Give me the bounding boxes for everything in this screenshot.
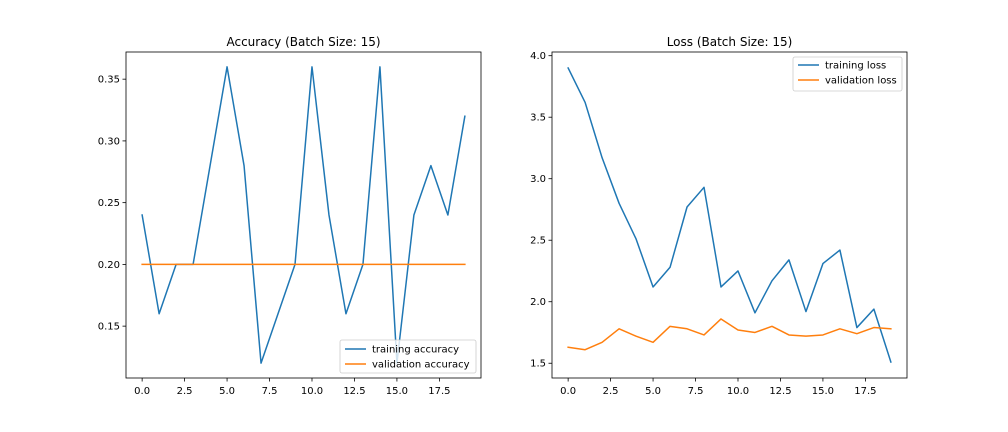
x-axis: 0.0 2.5 5.0 7.5 10.0 12.5 15.0 17.5 — [560, 378, 877, 397]
y-tick-label: 3.5 — [530, 113, 546, 124]
x-tick-label: 0.0 — [560, 386, 576, 397]
y-axis: 0.15 0.20 0.25 0.30 0.35 — [98, 75, 126, 333]
y-axis: 1.5 2.0 2.5 3.0 3.5 4.0 — [530, 51, 552, 370]
x-tick-label: 2.5 — [603, 386, 619, 397]
series-line-validation-loss — [567, 318, 892, 351]
legend-box — [792, 56, 903, 92]
x-tick-label: 10.0 — [727, 386, 749, 397]
loss-chart: Loss (Batch Size: 15) 0.0 2.5 5.0 7.5 10.0 12… — [530, 35, 908, 397]
x-axis: 0.0 2.5 5.0 7.5 10.0 12.5 15.0 17.5 — [134, 378, 451, 397]
chart-title: Accuracy (Batch Size: 15) — [226, 35, 380, 49]
x-tick-label: 2.5 — [177, 386, 193, 397]
series-line-training-accuracy — [141, 66, 466, 364]
y-tick-label: 2.0 — [530, 297, 546, 308]
legend-label-training-accuracy: training accuracy — [372, 345, 459, 356]
legend: training accuracy validation accuracy — [339, 339, 477, 374]
plot-frame — [125, 51, 482, 379]
y-tick-label: 0.25 — [98, 198, 120, 209]
x-tick-label: 0.0 — [134, 386, 150, 397]
x-tick-label: 7.5 — [262, 386, 278, 397]
plot-marks — [567, 66, 892, 363]
x-tick-label: 17.5 — [428, 386, 450, 397]
legend: training loss validation loss — [792, 56, 903, 92]
legend-label-validation-loss: validation loss — [825, 76, 897, 87]
x-tick-label: 17.5 — [854, 386, 876, 397]
legend-box — [339, 339, 477, 374]
legend-label-validation-accuracy: validation accuracy — [372, 360, 470, 371]
chart-title: Loss (Batch Size: 15) — [667, 35, 793, 49]
y-tick-label: 1.5 — [530, 359, 546, 370]
y-tick-label: 0.35 — [98, 75, 120, 86]
x-tick-label: 7.5 — [688, 386, 704, 397]
x-tick-label: 10.0 — [301, 386, 323, 397]
series-line-training-loss — [567, 66, 892, 363]
x-tick-label: 12.5 — [769, 386, 791, 397]
y-tick-label: 0.15 — [98, 322, 120, 333]
x-tick-label: 15.0 — [386, 386, 408, 397]
x-tick-label: 12.5 — [343, 386, 365, 397]
y-tick-label: 0.30 — [98, 136, 120, 147]
x-tick-label: 5.0 — [219, 386, 235, 397]
accuracy-chart: Accuracy (Batch Size: 15) 0.0 2.5 5.0 7.5 10… — [98, 35, 482, 397]
x-tick-label: 5.0 — [645, 386, 661, 397]
y-tick-label: 4.0 — [530, 51, 546, 62]
plot-marks — [141, 66, 466, 364]
legend-label-training-loss: training loss — [825, 61, 886, 72]
y-tick-label: 2.5 — [530, 236, 546, 247]
x-tick-label: 15.0 — [812, 386, 834, 397]
plot-frame — [551, 51, 908, 379]
y-tick-label: 3.0 — [530, 174, 546, 185]
y-tick-label: 0.20 — [98, 260, 120, 271]
